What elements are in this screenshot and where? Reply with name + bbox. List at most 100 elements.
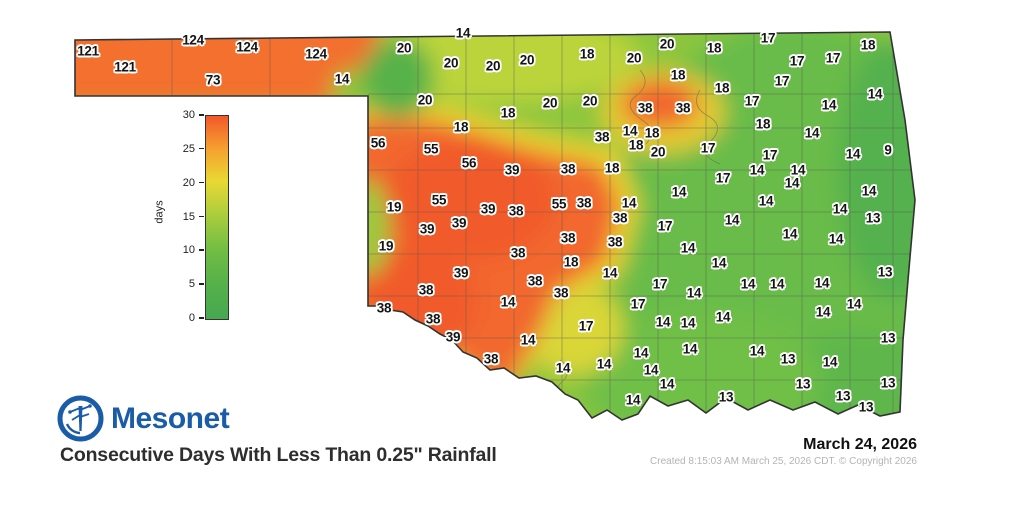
station-value: 14 <box>749 162 765 178</box>
station-value: 38 <box>560 230 576 246</box>
station-value: 14 <box>740 276 756 292</box>
station-value: 18 <box>453 119 469 135</box>
station-value: 14 <box>861 183 877 199</box>
station-value: 55 <box>431 192 447 208</box>
station-value: 14 <box>749 343 765 359</box>
station-value: 18 <box>563 254 579 270</box>
colorbar-tick-mark <box>199 215 204 217</box>
station-value: 38 <box>527 273 543 289</box>
colorbar-tick-mark <box>199 249 204 251</box>
station-value: 13 <box>877 264 893 280</box>
station-value: 14 <box>769 276 785 292</box>
station-value: 14 <box>643 362 659 378</box>
station-value: 14 <box>621 195 637 211</box>
colorbar-tick-label: 10 <box>182 244 195 257</box>
station-value: 56 <box>461 155 477 171</box>
station-value: 19 <box>386 199 402 215</box>
station-value: 55 <box>423 141 439 157</box>
mesonet-logo-text: Mesonet <box>111 401 230 435</box>
station-value: 17 <box>715 170 731 186</box>
station-value: 14 <box>815 304 831 320</box>
station-value: 14 <box>790 162 806 178</box>
station-value: 18 <box>500 105 516 121</box>
station-value: 14 <box>758 193 774 209</box>
map-created-timestamp: Created 8:15:03 AM March 25, 2026 CDT. ©… <box>650 456 917 467</box>
station-value: 121 <box>114 59 136 75</box>
station-value: 18 <box>644 125 660 141</box>
station-value: 124 <box>305 46 327 62</box>
station-value: 39 <box>419 221 435 237</box>
station-value: 14 <box>622 123 638 139</box>
station-value: 14 <box>724 212 740 228</box>
station-value: 14 <box>455 25 471 41</box>
station-value: 13 <box>795 376 811 392</box>
station-value: 18 <box>755 116 771 132</box>
station-value: 14 <box>520 332 536 348</box>
station-value: 14 <box>711 255 727 271</box>
station-value: 20 <box>542 95 558 111</box>
station-value: 18 <box>628 137 644 153</box>
station-value: 13 <box>880 330 896 346</box>
colorbar-tick-label: 20 <box>182 176 195 189</box>
station-value: 39 <box>504 162 520 178</box>
station-value: 38 <box>508 203 524 219</box>
colorbar-tick-mark <box>199 181 204 184</box>
station-value: 17 <box>774 73 790 89</box>
station-value: 20 <box>519 52 535 68</box>
station-value: 13 <box>858 399 874 415</box>
station-value: 14 <box>602 265 618 281</box>
station-value: 38 <box>594 129 610 145</box>
station-value: 38 <box>510 245 526 261</box>
colorbar-axis-label: days <box>153 200 166 224</box>
station-value: 14 <box>555 360 571 376</box>
station-value: 124 <box>182 32 204 48</box>
station-value: 14 <box>655 314 671 330</box>
map-title: Consecutive Days With Less Than 0.25" Ra… <box>60 444 497 466</box>
station-value: 38 <box>560 161 576 177</box>
station-value: 17 <box>652 276 668 292</box>
station-value: 14 <box>804 125 820 141</box>
station-value: 20 <box>443 55 459 71</box>
station-value: 38 <box>418 282 434 298</box>
station-value: 38 <box>553 285 569 301</box>
station-value: 13 <box>718 389 734 405</box>
date-block: March 24, 2026 Created 8:15:03 AM March … <box>650 436 917 467</box>
station-value: 13 <box>880 375 896 391</box>
colorbar-tick-label: 25 <box>182 142 195 155</box>
county-boundaries <box>171 32 915 420</box>
station-value: 20 <box>485 58 501 74</box>
mesonet-logo-icon <box>57 395 104 442</box>
station-value: 14 <box>633 345 649 361</box>
station-value: 14 <box>500 294 516 310</box>
colorbar-tick-mark <box>199 317 204 319</box>
station-value: 14 <box>596 356 612 372</box>
station-value: 20 <box>626 50 642 66</box>
station-value: 13 <box>780 351 796 367</box>
station-value: 39 <box>445 329 461 345</box>
station-value: 14 <box>659 376 675 392</box>
station-value: 13 <box>835 388 851 404</box>
station-value: 18 <box>604 160 620 176</box>
colorbar-tick-label: 30 <box>182 109 195 121</box>
station-value: 18 <box>579 46 595 62</box>
station-value: 14 <box>784 175 800 191</box>
station-value: 38 <box>607 234 623 250</box>
station-value: 38 <box>675 100 691 116</box>
colorbar-tick-label: 15 <box>182 210 195 223</box>
station-value: 20 <box>396 40 412 56</box>
station-value: 38 <box>612 210 628 226</box>
colorbar-tick-mark <box>199 114 204 116</box>
station-value: 17 <box>825 50 841 66</box>
map-date: March 24, 2026 <box>803 436 917 453</box>
station-value: 17 <box>762 147 778 163</box>
station-value: 17 <box>744 93 760 109</box>
station-value: 39 <box>451 215 467 231</box>
station-value: 14 <box>821 97 837 113</box>
colorbar-legend: 0 5 10 15 20 25 30 days <box>0 0 260 340</box>
station-value: 14 <box>828 231 844 247</box>
station-value: 20 <box>659 36 675 52</box>
station-value: 14 <box>680 240 696 256</box>
station-value: 17 <box>700 140 716 156</box>
